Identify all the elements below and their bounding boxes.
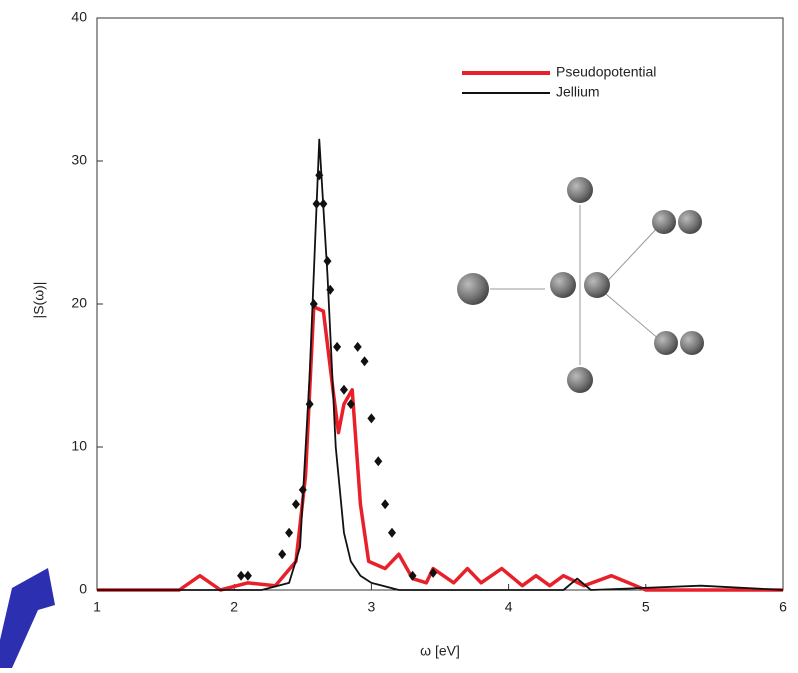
data-point [323,256,332,267]
data-point [285,527,294,538]
cluster-diagram [457,177,704,393]
x-tick-label: 5 [642,599,650,615]
data-point [312,198,321,209]
data-point [278,549,287,560]
x-tick-label: 2 [230,599,238,615]
x-tick-label: 3 [368,599,376,615]
data-point [319,198,328,209]
x-tick-label: 6 [779,599,787,615]
y-tick-label: 30 [71,152,87,168]
legend-label: Jellium [556,84,600,100]
y-tick-label: 20 [71,295,87,311]
data-point [408,570,417,581]
data-point [367,413,376,424]
x-axis-label: ω [eV] [420,643,460,659]
data-point [305,399,314,410]
series-line [97,138,784,591]
y-axis-label: |S(ω)| [31,282,47,319]
legend-label: Pseudopotential [556,64,656,80]
data-point [429,567,438,578]
plot-frame [96,17,784,591]
data-point [326,284,335,295]
data-point [315,170,324,181]
arrow-cursor [0,568,55,668]
x-tick-label: 4 [505,599,513,615]
data-point [237,570,246,581]
data-point [387,527,396,538]
y-tick-label: 10 [71,438,87,454]
data-point [353,341,362,352]
data-point [374,456,383,467]
data-point [346,399,355,410]
data-point [339,384,348,395]
y-tick-label: 0 [79,581,87,597]
data-point [381,499,390,510]
data-point [298,484,307,495]
y-tick-label: 40 [71,9,87,25]
data-point [309,299,318,309]
data-point [291,499,300,510]
data-point [243,570,252,581]
data-point [333,341,342,352]
series-line [97,305,783,592]
data-point [360,356,369,367]
x-tick-label: 1 [93,599,101,615]
